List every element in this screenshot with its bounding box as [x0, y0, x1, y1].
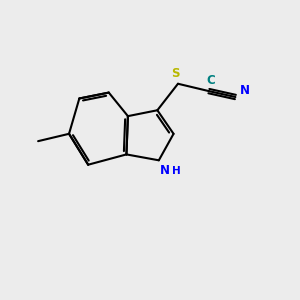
Text: N: N — [160, 164, 170, 177]
Text: S: S — [171, 67, 179, 80]
Text: C: C — [206, 74, 215, 87]
Text: H: H — [172, 166, 181, 176]
Text: N: N — [240, 84, 250, 97]
